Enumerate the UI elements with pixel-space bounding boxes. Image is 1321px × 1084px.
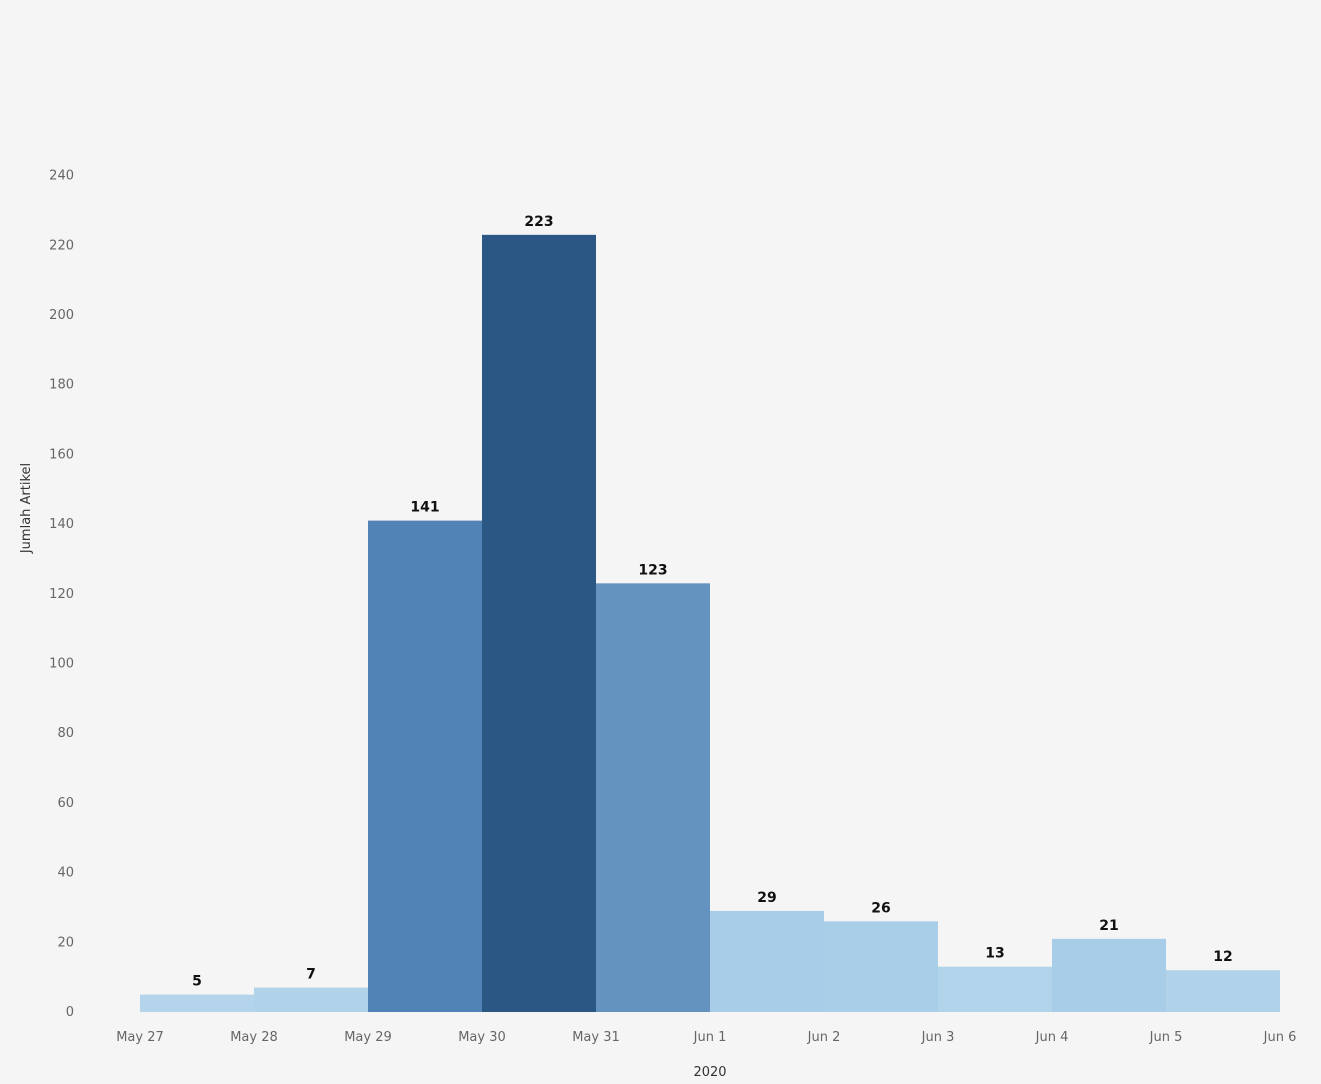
x-tick-label: May 28 [230,1030,278,1045]
data-label: 29 [757,890,776,906]
y-tick-label: 200 [49,308,74,323]
y-tick-label: 220 [49,238,74,253]
bar-may-31 [596,583,710,1012]
x-tick-label: Jun 5 [1149,1030,1183,1045]
x-tick-label: Jun 2 [807,1030,841,1045]
bar-may-29 [368,520,482,1012]
x-tick-label: May 31 [572,1030,620,1045]
data-label: 7 [306,967,316,983]
data-label: 12 [1213,949,1232,965]
bar-jun-1 [710,910,824,1012]
y-tick-label: 40 [57,866,74,881]
data-label: 13 [985,946,1004,962]
x-tick-label: Jun 3 [921,1030,955,1045]
bar-may-27 [140,994,254,1012]
y-tick-label: 80 [57,726,74,741]
data-label: 5 [192,974,202,990]
y-axis-ticks: 0 20 40 60 80 100 120 140 160 180 200 220 240 [49,169,74,1020]
bar-jun-4 [1052,938,1166,1012]
data-label: 141 [410,500,439,516]
data-label: 26 [871,900,890,916]
bar-may-28 [254,987,368,1012]
x-tick-label: May 27 [116,1030,164,1045]
data-label: 223 [524,214,553,230]
bar-jun-2 [824,921,938,1012]
y-tick-label: 240 [49,169,74,184]
y-tick-label: 100 [49,657,74,672]
bar-jun-3 [938,966,1052,1012]
y-tick-label: 60 [57,796,74,811]
data-label: 21 [1099,918,1118,934]
bars [140,234,1280,1013]
x-tick-label: May 29 [344,1030,392,1045]
bar-may-30 [482,234,596,1013]
y-tick-label: 0 [66,1005,74,1020]
x-tick-label: Jun 4 [1035,1030,1069,1045]
y-tick-label: 160 [49,447,74,462]
y-tick-label: 140 [49,517,74,532]
y-tick-label: 20 [57,935,74,950]
y-axis-title: Jumlah Artikel [19,463,34,554]
x-tick-label: Jun 6 [1263,1030,1297,1045]
data-labels: 5 7 141 223 123 29 26 13 21 12 [192,214,1233,990]
x-axis-title: 2020 [693,1065,726,1080]
data-label: 123 [638,562,667,578]
x-axis-ticks: May 27 May 28 May 29 May 30 May 31 Jun 1 Jun 2… [116,1030,1296,1045]
y-tick-label: 120 [49,587,74,602]
x-tick-label: May 30 [458,1030,506,1045]
bar-jun-5 [1166,970,1280,1012]
x-tick-label: Jun 1 [693,1030,727,1045]
y-tick-label: 180 [49,378,74,393]
